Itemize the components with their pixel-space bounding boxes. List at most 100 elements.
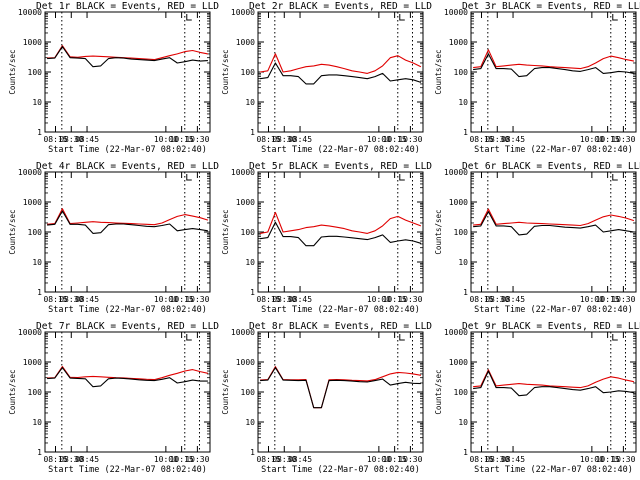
panel-title: Det 3r BLACK = Events, RED = LLD — [462, 1, 640, 12]
x-tick-label: 08:15 — [43, 295, 67, 304]
y-tick-label: 100 — [454, 388, 469, 397]
y-tick-label: 100 — [28, 388, 43, 397]
marker-bracket — [612, 14, 618, 21]
marker-bracket — [612, 174, 618, 181]
x-tick-label: 08:30 — [485, 455, 509, 464]
y-axis-label: Counts/sec — [221, 209, 230, 254]
y-tick-label: 10000 — [18, 8, 42, 17]
x-tick-label: 08:30 — [485, 295, 509, 304]
panel-5: Det 5r BLACK = Events, RED = LLD 1 10 100 10… — [221, 161, 432, 315]
panel-4: Det 4r BLACK = Events, RED = LLD 1 10 100 10… — [8, 161, 219, 315]
panel-1: Det 1r BLACK = Events, RED = LLD 1 10 100 10… — [8, 1, 219, 155]
x-tick-label: 08:15 — [256, 295, 280, 304]
series-events — [47, 367, 208, 388]
y-tick-label: 10 — [245, 418, 255, 427]
series-lld — [473, 208, 635, 227]
y-tick-label: 1 — [250, 448, 255, 457]
y-tick-label: 10000 — [444, 168, 468, 177]
y-tick-label: 1000 — [236, 198, 255, 207]
y-tick-label: 100 — [454, 68, 469, 77]
series-events — [260, 62, 422, 85]
series-events — [260, 221, 422, 247]
marker-bracket — [612, 334, 618, 341]
panel-title: Det 1r BLACK = Events, RED = LLD — [36, 1, 219, 12]
x-axis-label: Start Time (22-Mar-07 08:02:40) — [48, 305, 207, 315]
x-tick-label: 10:15 — [170, 295, 194, 304]
x-tick-label: 08:15 — [256, 135, 280, 144]
panel-title: Det 2r BLACK = Events, RED = LLD — [249, 1, 432, 12]
panel-title: Det 6r BLACK = Events, RED = LLD — [462, 161, 640, 172]
x-tick-label: 10:30 — [611, 455, 635, 464]
y-tick-label: 10 — [458, 98, 468, 107]
x-tick-label: 10:15 — [596, 135, 620, 144]
x-tick-label: 08:30 — [59, 455, 83, 464]
series-events — [260, 367, 421, 409]
x-axis-label: Start Time (22-Mar-07 08:02:40) — [261, 145, 420, 155]
y-tick-label: 10 — [245, 98, 255, 107]
x-axis-label: Start Time (22-Mar-07 08:02:40) — [474, 145, 633, 155]
y-tick-label: 1 — [37, 128, 42, 137]
x-tick-label: 08:30 — [272, 295, 296, 304]
x-tick-label: 10:30 — [398, 135, 422, 144]
x-tick-label: 08:45 — [288, 135, 312, 144]
x-tick-label: 10:15 — [596, 295, 620, 304]
x-tick-label: 10:00 — [367, 455, 391, 464]
x-tick-label: 10:15 — [170, 455, 194, 464]
x-tick-label: 10:00 — [580, 455, 604, 464]
x-tick-label: 10:30 — [185, 135, 209, 144]
panel-8: Det 8r BLACK = Events, RED = LLD 1 10 100 10… — [221, 321, 432, 475]
y-tick-label: 10000 — [444, 328, 468, 337]
x-tick-label: 10:15 — [596, 455, 620, 464]
y-tick-label: 10 — [32, 98, 42, 107]
series-events — [473, 370, 634, 397]
x-tick-label: 08:30 — [59, 295, 83, 304]
y-tick-label: 1000 — [449, 358, 468, 367]
y-tick-label: 1000 — [23, 358, 42, 367]
x-tick-label: 08:15 — [469, 455, 493, 464]
panel-title: Det 4r BLACK = Events, RED = LLD — [36, 161, 219, 172]
y-tick-label: 1000 — [236, 38, 255, 47]
x-axis-label: Start Time (22-Mar-07 08:02:40) — [474, 465, 633, 475]
x-axis-label: Start Time (22-Mar-07 08:02:40) — [474, 305, 633, 315]
y-axis-label: Counts/sec — [434, 209, 443, 254]
y-tick-label: 10000 — [18, 328, 42, 337]
marker-bracket — [186, 174, 192, 181]
x-tick-label: 10:30 — [398, 295, 422, 304]
y-tick-label: 1000 — [449, 198, 468, 207]
y-tick-label: 10000 — [231, 8, 255, 17]
panel-title: Det 8r BLACK = Events, RED = LLD — [249, 321, 432, 332]
y-tick-label: 100 — [241, 228, 256, 237]
y-tick-label: 10 — [458, 258, 468, 267]
panel-3: Det 3r BLACK = Events, RED = LLD 1 10 100 10… — [434, 1, 640, 155]
x-axis-label: Start Time (22-Mar-07 08:02:40) — [48, 145, 207, 155]
x-tick-label: 10:30 — [185, 295, 209, 304]
series-events — [47, 210, 208, 234]
x-tick-label: 10:15 — [383, 135, 407, 144]
x-axis-label: Start Time (22-Mar-07 08:02:40) — [261, 465, 420, 475]
y-tick-label: 1 — [37, 448, 42, 457]
y-tick-label: 1 — [250, 288, 255, 297]
x-axis-label: Start Time (22-Mar-07 08:02:40) — [261, 305, 420, 315]
series-lld — [473, 49, 635, 70]
x-tick-label: 08:30 — [272, 135, 296, 144]
x-tick-label: 10:00 — [580, 135, 604, 144]
panel-2: Det 2r BLACK = Events, RED = LLD 1 10 100 10… — [221, 1, 432, 155]
series-lld — [260, 211, 422, 234]
x-tick-label: 08:45 — [501, 295, 525, 304]
y-axis-label: Counts/sec — [221, 49, 230, 94]
y-tick-label: 100 — [28, 228, 43, 237]
y-tick-label: 100 — [28, 68, 43, 77]
x-tick-label: 10:15 — [383, 295, 407, 304]
y-tick-label: 10 — [32, 258, 42, 267]
y-tick-label: 10 — [245, 258, 255, 267]
y-tick-label: 10 — [32, 418, 42, 427]
panel-title: Det 7r BLACK = Events, RED = LLD — [36, 321, 219, 332]
y-tick-label: 1000 — [23, 198, 42, 207]
x-tick-label: 08:15 — [43, 455, 67, 464]
x-tick-label: 10:30 — [611, 295, 635, 304]
panel-title: Det 5r BLACK = Events, RED = LLD — [249, 161, 432, 172]
y-tick-label: 10000 — [231, 328, 255, 337]
x-tick-label: 08:45 — [75, 455, 99, 464]
y-axis-label: Counts/sec — [434, 49, 443, 94]
series-lld — [260, 366, 421, 409]
